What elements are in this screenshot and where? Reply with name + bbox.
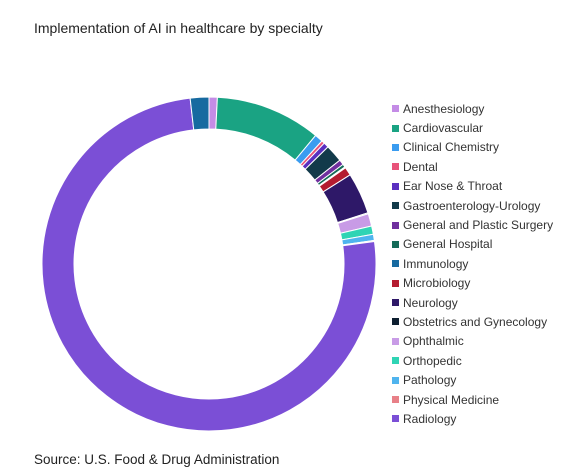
source-note: Source: U.S. Food & Drug Administration bbox=[34, 452, 280, 467]
legend-swatch bbox=[392, 415, 399, 423]
legend-item: General and Plastic Surgery bbox=[392, 215, 553, 234]
legend-label: Ophthalmic bbox=[403, 334, 464, 349]
legend-swatch bbox=[392, 396, 399, 404]
legend-item: Radiology bbox=[392, 409, 553, 428]
legend-item: General Hospital bbox=[392, 235, 553, 254]
legend-swatch bbox=[392, 182, 399, 190]
legend-item: Clinical Chemistry bbox=[392, 138, 553, 157]
legend-label: Clinical Chemistry bbox=[403, 140, 500, 155]
legend-label: Orthopedic bbox=[403, 353, 462, 368]
legend-label: Ear Nose & Throat bbox=[403, 179, 503, 194]
legend-swatch bbox=[392, 318, 399, 326]
slice-cardiovascular bbox=[215, 96, 317, 161]
legend-label: Microbiology bbox=[403, 276, 471, 291]
chart-title: Implementation of AI in healthcare by sp… bbox=[34, 20, 323, 36]
legend-label: Radiology bbox=[403, 411, 457, 426]
legend-label: General Hospital bbox=[403, 237, 493, 252]
legend-swatch bbox=[392, 260, 399, 268]
legend-item: Ear Nose & Throat bbox=[392, 177, 553, 196]
legend-item: Neurology bbox=[392, 293, 553, 312]
legend-item: Ophthalmic bbox=[392, 332, 553, 351]
legend-label: General and Plastic Surgery bbox=[403, 218, 554, 233]
slice-radiology bbox=[41, 97, 377, 432]
legend-item: Obstetrics and Gynecology bbox=[392, 312, 553, 331]
legend-label: Obstetrics and Gynecology bbox=[403, 314, 548, 329]
legend-label: Anesthesiology bbox=[403, 101, 485, 116]
chart-legend: Anesthesiology Cardiovascular Clinical Che… bbox=[392, 99, 553, 429]
legend-swatch bbox=[392, 376, 399, 384]
legend-swatch bbox=[392, 202, 399, 210]
legend-label: Dental bbox=[403, 159, 438, 174]
legend-label: Cardiovascular bbox=[403, 121, 484, 136]
legend-swatch bbox=[392, 124, 399, 132]
legend-item: Microbiology bbox=[392, 274, 553, 293]
legend-item: Anesthesiology bbox=[392, 99, 553, 118]
legend-label: Neurology bbox=[403, 295, 458, 310]
legend-item: Gastroenterology-Urology bbox=[392, 196, 553, 215]
legend-item: Physical Medicine bbox=[392, 390, 553, 409]
legend-item: Immunology bbox=[392, 254, 553, 273]
legend-item: Orthopedic bbox=[392, 351, 553, 370]
legend-swatch bbox=[392, 337, 399, 345]
legend-item: Pathology bbox=[392, 370, 553, 389]
legend-label: Pathology bbox=[403, 373, 457, 388]
legend-swatch bbox=[392, 240, 399, 248]
legend-swatch bbox=[392, 279, 399, 287]
legend-label: Physical Medicine bbox=[403, 392, 500, 407]
slice-immunology-extra bbox=[189, 96, 210, 131]
legend-swatch bbox=[392, 105, 399, 113]
legend-item: Cardiovascular bbox=[392, 118, 553, 137]
legend-item: Dental bbox=[392, 157, 553, 176]
legend-swatch bbox=[392, 357, 399, 365]
legend-label: Immunology bbox=[403, 256, 469, 271]
legend-swatch bbox=[392, 221, 399, 229]
legend-swatch bbox=[392, 143, 399, 151]
legend-label: Gastroenterology-Urology bbox=[403, 198, 541, 213]
legend-swatch bbox=[392, 299, 399, 307]
legend-swatch bbox=[392, 163, 399, 171]
